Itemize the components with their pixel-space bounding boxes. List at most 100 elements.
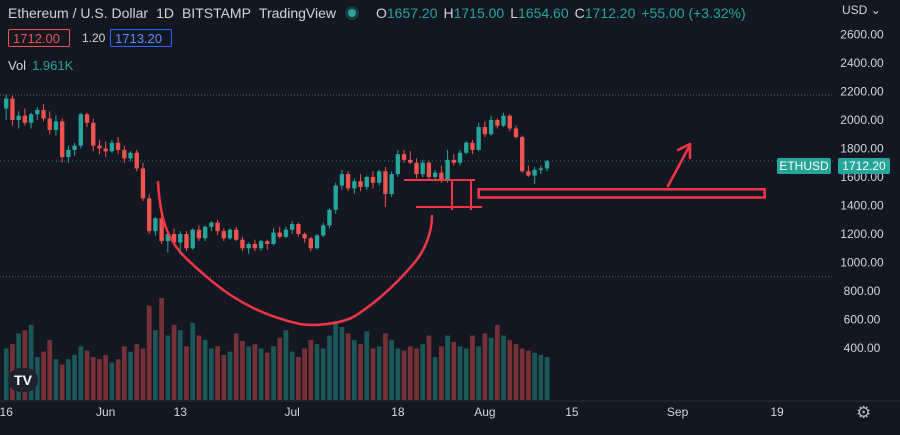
candle — [271, 228, 276, 246]
x-axis-tick-label: Aug — [474, 405, 495, 419]
y-axis-tick-label: 2600.00 — [840, 27, 884, 41]
volume-bar — [3, 348, 9, 400]
y-axis-tick-label: 2400.00 — [840, 56, 884, 70]
candle — [134, 149, 139, 172]
candle-body — [72, 145, 77, 150]
candle — [370, 171, 376, 189]
candle — [333, 182, 338, 215]
volume-bar — [78, 346, 84, 400]
candle-body — [321, 225, 326, 236]
candle — [495, 118, 500, 129]
volume-bar — [277, 337, 283, 400]
open-label: O — [375, 5, 387, 21]
candle-body — [308, 238, 313, 249]
symbol-price-tag: ETHUSD — [777, 158, 831, 174]
candle-body — [165, 234, 171, 242]
candle — [538, 165, 544, 175]
volume-bar — [302, 348, 307, 400]
symbol-title[interactable]: Ethereum / U.S. Dollar — [8, 5, 149, 21]
buy-price-button[interactable]: 1713.20 — [110, 29, 172, 47]
volume-bar — [246, 346, 252, 400]
volume-bar — [72, 354, 77, 400]
candle — [97, 139, 102, 155]
candle-body — [451, 159, 456, 163]
change-value: +55.00 (+3.32%) — [641, 5, 746, 21]
candle — [526, 165, 531, 177]
candle-body — [408, 159, 413, 163]
volume-bar — [401, 350, 407, 400]
candle — [482, 121, 488, 138]
candle-body — [97, 145, 102, 149]
candle-body — [240, 239, 245, 249]
candle — [364, 175, 369, 190]
candle — [234, 226, 239, 242]
candle-body — [84, 114, 90, 123]
candle-body — [383, 171, 388, 195]
candle-body — [339, 174, 345, 186]
candle-body — [209, 222, 214, 227]
candle — [377, 169, 382, 186]
cup-curve — [156, 180, 434, 327]
up-arrow-shaft — [666, 143, 692, 188]
candle — [140, 162, 146, 202]
candle — [215, 219, 220, 236]
volume-bar — [240, 340, 245, 400]
volume-bar — [339, 326, 345, 400]
candle — [383, 166, 388, 207]
candle — [103, 141, 108, 158]
candle-body — [277, 232, 282, 237]
candle — [109, 139, 115, 153]
currency-selector[interactable]: USD ⌄ — [842, 3, 881, 17]
market-status-icon — [347, 9, 356, 17]
volume-bar — [407, 346, 413, 400]
volume-bar — [227, 351, 233, 400]
candle-body — [221, 231, 226, 239]
candle-body — [215, 222, 220, 232]
candle — [122, 145, 127, 163]
volume-bar — [128, 351, 133, 400]
volume-bar — [84, 350, 90, 400]
volume-label: Vol — [8, 58, 27, 73]
candle-body — [196, 229, 202, 239]
candle — [22, 108, 28, 126]
volume-bar — [103, 354, 109, 400]
volume-bar — [208, 348, 214, 400]
candle — [544, 159, 550, 172]
volume-bar — [28, 324, 34, 400]
candle — [190, 228, 195, 250]
volume-bar — [501, 335, 506, 400]
volume-bar — [395, 348, 401, 400]
volume-bar — [370, 348, 376, 400]
candle-body — [457, 152, 463, 163]
volume-bar — [308, 339, 314, 400]
volume-bar — [333, 322, 339, 400]
candle-body — [327, 209, 332, 226]
candle — [296, 222, 301, 237]
tradingview-logo-icon[interactable]: TV — [8, 368, 38, 392]
candle-body — [28, 114, 34, 123]
volume-bar — [233, 333, 239, 400]
candle — [464, 141, 469, 155]
candle-body — [476, 127, 481, 150]
volume-bar — [47, 339, 53, 400]
volume-bar — [351, 339, 357, 400]
volume-bar — [134, 344, 140, 400]
volume-bar — [519, 348, 525, 400]
volume-bar — [513, 344, 519, 400]
y-axis-tick-label: 1200.00 — [840, 227, 884, 241]
candle-body — [153, 218, 158, 232]
y-axis-tick-label: 2000.00 — [840, 113, 884, 127]
candle — [420, 159, 425, 177]
source-label: TradingView — [258, 5, 336, 21]
candle-body — [258, 241, 264, 249]
interval-label[interactable]: 1D — [156, 5, 174, 21]
x-axis-tick-label: Sep — [667, 405, 689, 419]
last-price-tag: 1712.20 — [838, 158, 890, 174]
volume-bar — [488, 337, 494, 400]
gear-icon[interactable]: ⚙ — [856, 403, 872, 422]
sell-price-button[interactable]: 1712.00 — [8, 29, 70, 47]
candle-body — [526, 171, 531, 176]
candle-body — [507, 115, 512, 129]
